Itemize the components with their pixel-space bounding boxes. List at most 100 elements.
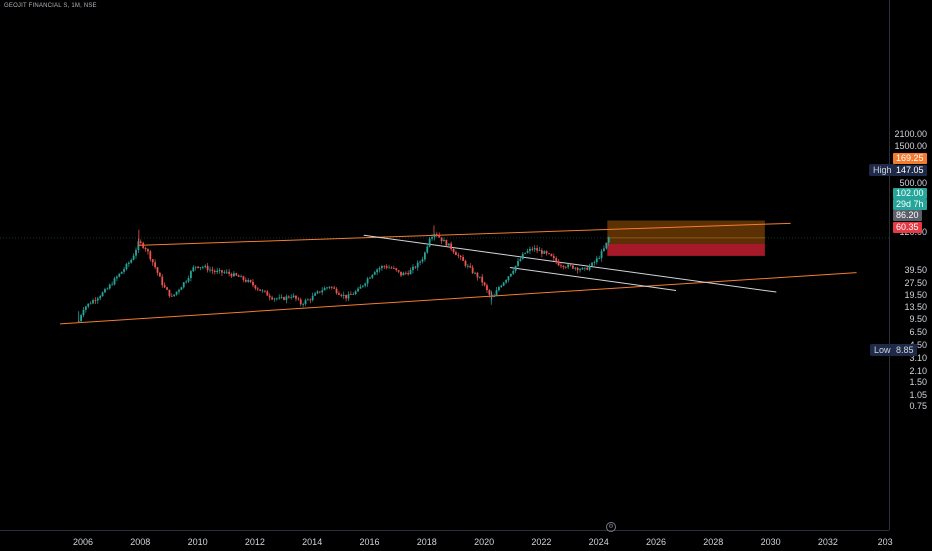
candle: [440, 237, 443, 244]
candle: [225, 269, 228, 275]
candle: [211, 266, 214, 275]
candle: [335, 287, 338, 295]
candle: [120, 271, 123, 274]
candle-body: [438, 235, 441, 238]
price-tick: 9.50: [909, 314, 927, 325]
candle-body: [545, 251, 548, 254]
candle-body: [135, 249, 137, 256]
price-tick: 39.50: [904, 265, 927, 276]
candle-body: [385, 266, 388, 268]
candle-body: [80, 315, 82, 322]
candle-body: [455, 252, 457, 256]
candle: [283, 296, 285, 301]
price-chart[interactable]: [0, 0, 889, 530]
candle-body: [600, 251, 603, 259]
candle-body: [552, 256, 555, 259]
candle-body: [84, 306, 87, 310]
candle: [586, 266, 589, 271]
candle: [156, 266, 159, 276]
candle-body: [194, 266, 197, 268]
candle: [421, 256, 424, 264]
candle: [428, 236, 431, 248]
candle-body: [529, 248, 531, 251]
candle: [567, 262, 570, 269]
candle: [600, 248, 603, 262]
candle: [123, 266, 125, 275]
candle: [84, 305, 87, 313]
candle: [232, 271, 235, 277]
candle: [581, 267, 584, 270]
candle-body: [526, 250, 529, 253]
candle: [512, 268, 515, 275]
candle: [154, 259, 157, 270]
candle-body: [161, 276, 164, 286]
candle-body: [130, 259, 133, 263]
candle-body: [540, 250, 543, 254]
candle: [163, 282, 166, 289]
candle-body: [569, 264, 572, 266]
price-tick: 13.50: [904, 302, 927, 313]
trend-lower-line: [509, 266, 677, 291]
candle: [170, 293, 173, 297]
candle-body: [232, 273, 235, 277]
candle-body: [505, 280, 507, 283]
candle-body: [278, 297, 281, 299]
channel-lower-line: [60, 272, 857, 325]
candle-body: [318, 291, 321, 293]
candle-body: [409, 270, 412, 275]
candle: [464, 259, 467, 268]
candle: [366, 276, 369, 287]
last-price-tag: 102.00: [893, 188, 927, 199]
price-tick: 1500.00: [894, 140, 927, 151]
candle: [385, 264, 388, 270]
time-tick: 2022: [531, 537, 552, 547]
candle-body: [378, 268, 381, 270]
candle: [469, 262, 472, 269]
candle-body: [190, 271, 192, 279]
candle: [206, 262, 209, 273]
candle: [545, 250, 548, 256]
candle: [540, 248, 543, 258]
time-axis[interactable]: 2006 2008 2010 2012 2014 2016 2018 2020 2022 2024…: [0, 530, 893, 551]
candle: [213, 269, 216, 275]
candle-body: [426, 246, 429, 253]
candle-body: [137, 241, 140, 250]
candle-body: [287, 296, 290, 298]
candle-body: [435, 234, 438, 236]
candle-body: [82, 309, 85, 316]
settings-icon[interactable]: ⚙: [606, 522, 616, 532]
time-tick: 203: [877, 537, 893, 547]
candle: [519, 256, 522, 262]
candle: [557, 259, 560, 266]
candle-body: [395, 268, 398, 271]
candle: [132, 253, 135, 261]
price-axis[interactable]: 2100.001500.001000.00700.00500.00350.002…: [889, 0, 932, 530]
candle: [595, 255, 598, 265]
candle-body: [254, 285, 257, 289]
candle-body: [201, 266, 204, 268]
candle-body: [595, 258, 598, 263]
candle-body: [509, 273, 512, 277]
candle: [457, 252, 460, 259]
candle: [299, 297, 302, 307]
candle-body: [555, 258, 558, 262]
candle: [569, 263, 572, 267]
candle: [493, 293, 496, 298]
price-tick: 500.00: [899, 178, 927, 189]
candle-body: [445, 240, 448, 246]
candle-body: [156, 267, 159, 273]
candle: [400, 271, 402, 278]
candle: [371, 274, 374, 279]
high-label: High: [869, 164, 896, 176]
candle-body: [397, 270, 400, 272]
candle-body: [295, 295, 297, 299]
candle: [199, 267, 202, 271]
candle-body: [493, 295, 496, 298]
candle-body: [99, 296, 102, 299]
candle-body: [404, 272, 407, 274]
candle: [149, 250, 152, 262]
candle: [104, 287, 106, 294]
candle: [574, 266, 577, 271]
candle-body: [562, 265, 565, 268]
candle: [338, 291, 340, 296]
